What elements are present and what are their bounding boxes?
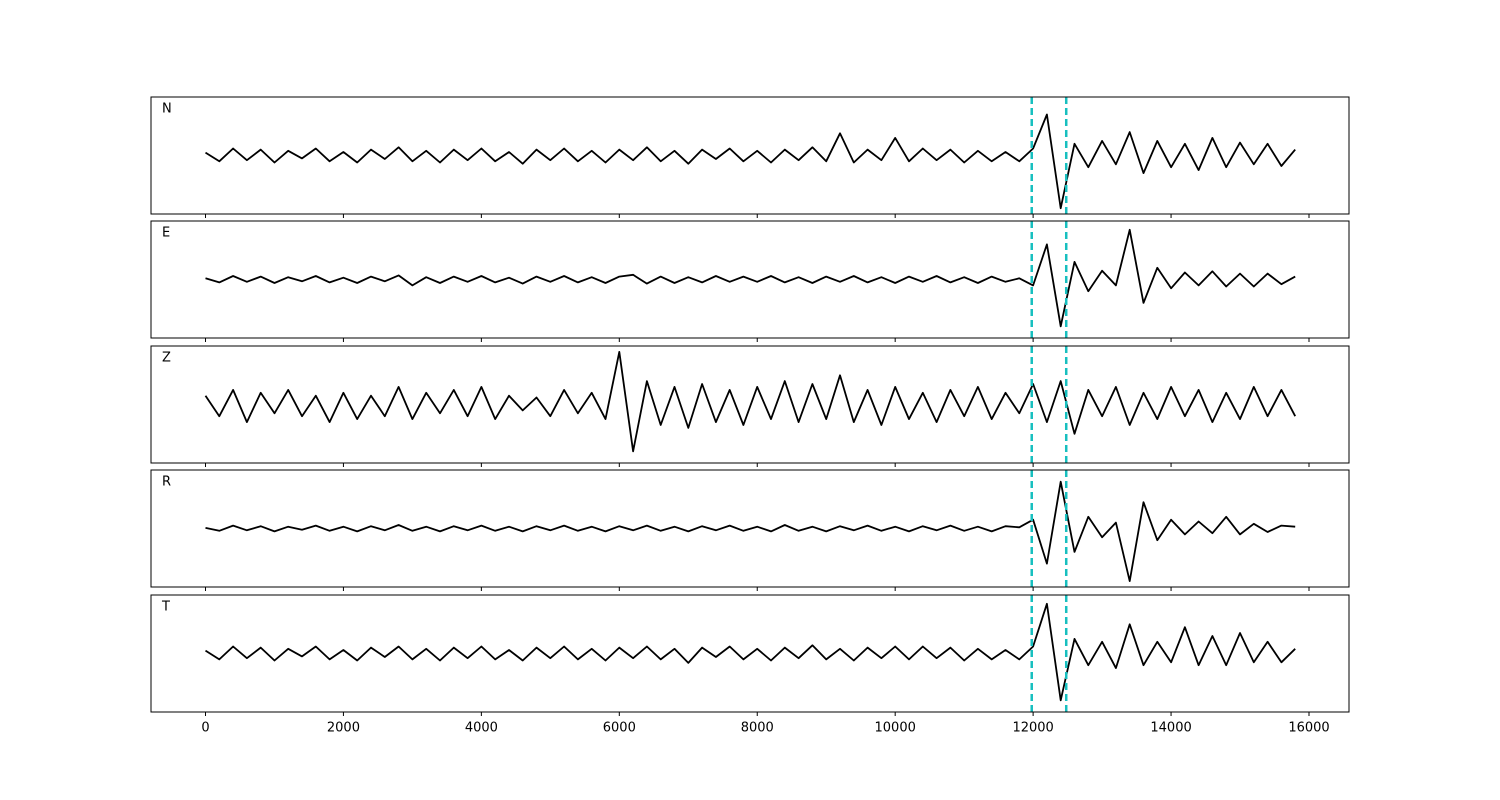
x-tick-label: 12000 <box>1012 721 1053 736</box>
x-tick-label: 8000 <box>741 721 774 736</box>
panel-frame <box>150 220 1350 339</box>
panel-frame <box>150 96 1350 215</box>
x-tick-label: 2000 <box>327 721 360 736</box>
trace <box>205 228 1296 328</box>
trace <box>205 602 1296 702</box>
trace <box>204 351 1296 453</box>
panel-label: E <box>162 226 170 241</box>
x-tick-label: 4000 <box>465 721 498 736</box>
panel-label: Z <box>162 351 171 366</box>
trace <box>205 113 1296 210</box>
panel-frame <box>150 594 1350 713</box>
x-tick-label: 0 <box>201 721 209 736</box>
trace <box>205 480 1296 582</box>
x-tick-label: 10000 <box>875 721 916 736</box>
panel-frame <box>150 469 1350 588</box>
x-tick-label: 14000 <box>1150 721 1191 736</box>
x-tick-label: 16000 <box>1288 721 1329 736</box>
panel-frame <box>150 345 1350 464</box>
panel-label: N <box>162 102 172 117</box>
x-tick-label: 6000 <box>603 721 636 736</box>
panel-label: R <box>162 475 171 490</box>
panel-label: T <box>161 600 170 615</box>
